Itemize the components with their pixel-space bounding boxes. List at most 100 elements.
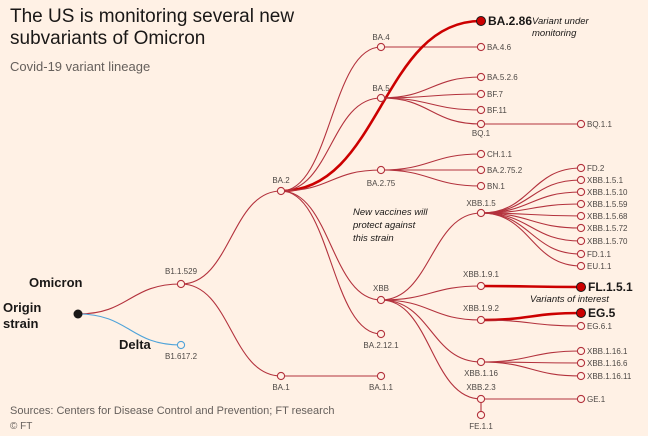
node-xbb1570 xyxy=(576,236,586,246)
node-ba2752 xyxy=(476,165,486,175)
node-ch11 xyxy=(476,149,486,159)
chart-subtitle: Covid-19 variant lineage xyxy=(10,59,151,74)
node-bq1 xyxy=(476,119,486,129)
node-xbb23 xyxy=(476,394,486,404)
edge-xbb116-xbb1161 xyxy=(480,350,582,363)
edge-xbb192-eg61 xyxy=(480,319,582,327)
node-ba4 xyxy=(376,42,386,52)
edge-xbb-xbb191 xyxy=(380,285,482,301)
node-fe11 xyxy=(476,410,486,420)
lineage-edges xyxy=(77,19,582,415)
node-ge1 xyxy=(576,394,586,404)
edge-ba2-ba286 xyxy=(280,19,482,193)
node-bn1 xyxy=(476,181,486,191)
label-xbb1572: XBB.1.5.72 xyxy=(587,224,628,233)
edge-xbb-xbb23 xyxy=(380,299,482,400)
node-xbb15 xyxy=(476,208,486,218)
edge-ba275-ch11 xyxy=(380,153,482,171)
label-bq1: BQ.1 xyxy=(472,129,491,138)
edge-xbb-xbb192 xyxy=(380,299,482,321)
edge-xbb15-fd11 xyxy=(480,212,582,255)
label-bn1: BN.1 xyxy=(487,182,505,191)
node-eg61 xyxy=(576,321,586,331)
node-ba275 xyxy=(376,165,386,175)
edge-ba2-ba5 xyxy=(280,97,382,192)
node-b16172 xyxy=(176,340,186,350)
chart-title: The US is monitoring several new subvari… xyxy=(10,6,295,49)
label-fd2: FD.2 xyxy=(587,164,605,173)
label-delta: Delta xyxy=(119,337,152,352)
node-xbb192 xyxy=(476,315,486,325)
annotation-monitoring-line1: Variant under xyxy=(532,16,590,27)
edge-ba5-bf11 xyxy=(380,97,482,111)
node-b11529 xyxy=(176,279,186,289)
node-xbb1510 xyxy=(576,187,586,197)
node-eg5 xyxy=(576,308,586,318)
annotation-variants-of-interest: Variants of interest xyxy=(530,294,609,305)
label-ch11: CH.1.1 xyxy=(487,150,512,159)
label-xbb1161: XBB.1.16.1 xyxy=(587,347,628,356)
node-ba2 xyxy=(276,186,286,196)
label-ba2121: BA.2.12.1 xyxy=(363,341,399,350)
label-xbb116: XBB.1.16 xyxy=(464,369,498,378)
edge-origin-b11529 xyxy=(77,283,182,315)
edge-ba5-bf7 xyxy=(380,93,482,99)
node-xbb116 xyxy=(476,357,486,367)
node-xbb151 xyxy=(576,175,586,185)
label-xbb191: XBB.1.9.1 xyxy=(463,270,500,279)
edge-xbb192-eg5 xyxy=(480,311,582,322)
label-ba1: BA.1 xyxy=(272,383,290,392)
edge-xbb191-fl151 xyxy=(480,284,582,289)
label-bf11: BF.11 xyxy=(487,106,507,115)
label-b11529: B1.1.529 xyxy=(165,267,198,276)
node-eu11 xyxy=(576,261,586,271)
label-ba2752: BA.2.75.2 xyxy=(487,166,523,175)
label-xbb11611: XBB.1.16.11 xyxy=(587,372,632,381)
node-xbb xyxy=(376,295,386,305)
lineage-nodes xyxy=(73,16,586,420)
label-ba286: BA.2.86 xyxy=(488,14,532,28)
annotation-vaccines-line1: New vaccines will xyxy=(353,207,428,218)
node-ba526 xyxy=(476,72,486,82)
label-eg61: EG.6.1 xyxy=(587,322,612,331)
edge-ba2-ba4 xyxy=(280,46,382,192)
node-origin xyxy=(73,309,83,319)
edge-ba2-xbb xyxy=(280,190,382,301)
node-fl151 xyxy=(576,282,586,292)
label-omicron: Omicron xyxy=(29,275,83,290)
source-note: Sources: Centers for Disease Control and… xyxy=(10,405,335,417)
node-ba46 xyxy=(476,42,486,52)
node-ba2121 xyxy=(376,329,386,339)
edge-xbb15-fd2 xyxy=(480,167,582,214)
label-bf7: BF.7 xyxy=(487,90,504,99)
label-bq11: BQ.1.1 xyxy=(587,120,612,129)
node-xbb1559 xyxy=(576,199,586,209)
edge-xbb116-xbb11611 xyxy=(480,361,582,377)
edge-b11529-ba1 xyxy=(180,283,282,377)
label-b16172: B1.617.2 xyxy=(165,352,198,361)
node-bf7 xyxy=(476,89,486,99)
node-xbb11611 xyxy=(576,371,586,381)
edge-b11529-ba2 xyxy=(180,190,282,285)
edge-xbb-xbb15 xyxy=(380,212,482,301)
label-ba11: BA.1.1 xyxy=(369,383,394,392)
node-xbb1166 xyxy=(576,358,586,368)
label-origin-line2: strain xyxy=(3,316,38,331)
label-xbb1166: XBB.1.16.6 xyxy=(587,359,628,368)
edge-ba275-bn1 xyxy=(380,169,482,187)
node-xbb191 xyxy=(476,281,486,291)
edge-ba5-ba526 xyxy=(380,76,482,99)
label-xbb1510: XBB.1.5.10 xyxy=(587,188,628,197)
annotation-monitoring-line2: monitoring xyxy=(532,28,577,39)
node-fd2 xyxy=(576,163,586,173)
node-ba5 xyxy=(376,93,386,103)
label-ba46: BA.4.6 xyxy=(487,43,512,52)
label-xbb23: XBB.2.3 xyxy=(466,383,496,392)
edge-ba5-bq1 xyxy=(380,97,482,125)
label-xbb151: XBB.1.5.1 xyxy=(587,176,624,185)
label-origin-line1: Origin xyxy=(3,300,41,315)
node-bq11 xyxy=(576,119,586,129)
label-ba4: BA.4 xyxy=(372,33,390,42)
label-xbb1559: XBB.1.5.59 xyxy=(587,200,628,209)
label-ba5: BA.5 xyxy=(372,84,390,93)
